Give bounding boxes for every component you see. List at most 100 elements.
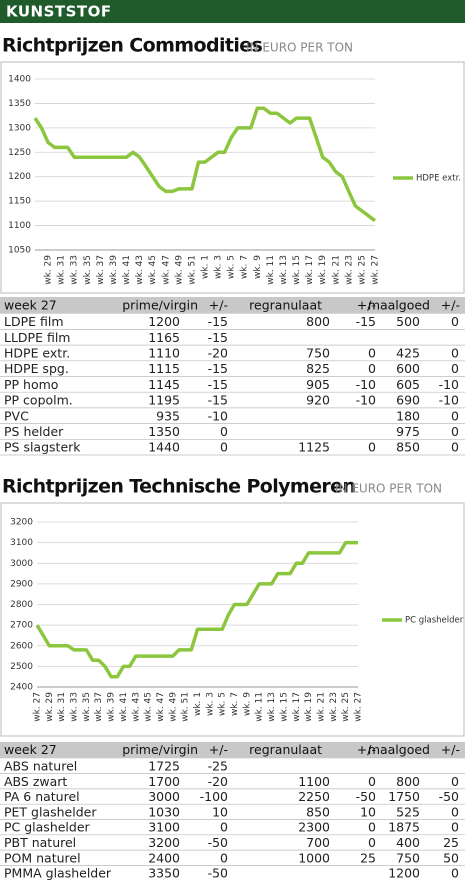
x-tick-label: wk. 49	[168, 692, 178, 722]
y-tick-label: 2900	[10, 579, 33, 589]
table-cell: 1440	[148, 440, 180, 455]
x-tick-label: wk. 3	[214, 255, 224, 279]
x-tick-label: wk. 15	[279, 692, 289, 722]
table-cell: PS helder	[4, 424, 64, 439]
column-header: prime/virgin	[122, 742, 198, 757]
table-cell: -15	[208, 330, 228, 345]
x-tick-label: wk. 37	[96, 255, 106, 285]
table-cell: 2250	[298, 789, 330, 804]
x-tick-label: wk. 41	[122, 255, 132, 285]
table-cell: 800	[306, 314, 330, 329]
table-cell: 0	[451, 408, 459, 423]
y-tick-label: 2700	[10, 621, 33, 631]
x-tick-label: wk. 33	[70, 255, 80, 285]
x-tick-label: wk. 49	[174, 255, 184, 285]
x-tick-label: wk. 13	[279, 255, 289, 285]
table-cell: LLDPE film	[4, 330, 71, 345]
x-tick-label: wk. 45	[148, 255, 158, 285]
x-tick-label: wk. 27	[371, 255, 381, 285]
table-cell: 935	[156, 408, 180, 423]
x-tick-label: wk. 21	[316, 692, 326, 722]
table-cell: 3100	[148, 820, 180, 835]
table-cell: -20	[208, 345, 228, 360]
table-cell: 50	[443, 850, 459, 865]
table-cell: 850	[306, 804, 330, 819]
table-cell: 600	[396, 361, 420, 376]
column-header: +/-	[441, 297, 460, 312]
y-tick-label: 1200	[8, 172, 31, 182]
column-header: prime/virgin	[122, 297, 198, 312]
table-header-bg	[0, 297, 465, 314]
y-tick-label: 1250	[8, 148, 31, 158]
table-cell: -10	[356, 377, 376, 392]
table-cell: 750	[396, 850, 420, 865]
table-cell: 1115	[148, 361, 180, 376]
y-tick-label: 2400	[10, 683, 33, 693]
table-cell: PVC	[4, 408, 29, 423]
column-header: maalgoed	[368, 742, 430, 757]
x-tick-label: wk. 13	[267, 692, 277, 722]
table-cell: PMMA glashelder	[4, 866, 112, 880]
x-tick-label: wk. 31	[57, 692, 67, 722]
table-cell: 800	[396, 774, 420, 789]
column-header: week 27	[4, 297, 57, 312]
table-cell: 400	[396, 835, 420, 850]
table-cell: 0	[451, 345, 459, 360]
x-tick-label: wk. 39	[107, 692, 117, 722]
table-cell: PC glashelder	[4, 820, 91, 835]
table-cell: 425	[396, 345, 420, 360]
table-cell: -10	[208, 408, 228, 423]
y-tick-label: 3100	[10, 538, 33, 548]
table-cell: 0	[451, 424, 459, 439]
legend-label: PC glashelder	[405, 616, 464, 626]
table-cell: 825	[306, 361, 330, 376]
table-cell: 0	[451, 361, 459, 376]
x-tick-label: wk. 35	[82, 692, 92, 722]
table-cell: -10	[439, 377, 459, 392]
table-cell: 1100	[298, 774, 330, 789]
x-tick-label: wk. 29	[44, 255, 54, 285]
line-series	[35, 540, 358, 679]
y-tick-label: 3000	[10, 559, 33, 569]
column-header: +/-	[357, 297, 376, 312]
table-cell: 975	[396, 424, 420, 439]
header-bar	[0, 0, 465, 23]
x-tick-label: wk. 43	[135, 255, 145, 285]
header: KUNSTSTOF	[6, 3, 112, 21]
legend-label: HDPE extr.	[416, 174, 461, 184]
section-unit: IN EURO PER TON	[335, 482, 442, 496]
y-tick-label: 1300	[8, 123, 31, 133]
x-tick-label: wk. 17	[292, 692, 302, 722]
table-cell: 750	[306, 345, 330, 360]
table-cell: 2400	[148, 850, 180, 865]
x-tick-label: wk. 7	[230, 692, 240, 716]
section-title: Richtprijzen Commodities	[2, 35, 263, 57]
table-cell: 605	[396, 377, 420, 392]
table-cell: 0	[368, 361, 376, 376]
x-tick-label: wk. 47	[156, 692, 166, 722]
table-cell: 1125	[298, 440, 330, 455]
table-cell: 1030	[148, 804, 180, 819]
x-tick-label: wk. 47	[161, 255, 171, 285]
table-cell: 1700	[148, 774, 180, 789]
x-tick-label: wk. 25	[341, 692, 351, 722]
table-cell: 0	[451, 820, 459, 835]
table-cell: 25	[443, 835, 459, 850]
table-cell: 1875	[388, 820, 420, 835]
column-header: +/-	[441, 742, 460, 757]
table-cell: -50	[208, 835, 228, 850]
table-cell: 0	[220, 850, 228, 865]
table-cell: 0	[451, 774, 459, 789]
chart-frame	[0, 61, 465, 294]
table-cell: 1165	[148, 330, 180, 345]
x-tick-label: wk. 51	[187, 255, 197, 285]
x-tick-label: wk. 29	[45, 692, 55, 722]
table-cell: POM naturel	[4, 850, 81, 865]
x-tick-label: wk. 9	[253, 255, 263, 279]
x-tick-label: wk. 31	[57, 255, 67, 285]
table-cell: PP copolm.	[4, 393, 73, 408]
x-tick-label: wk. 1	[193, 692, 203, 716]
x-tick-label: wk. 43	[131, 692, 141, 722]
table-cell: 850	[396, 440, 420, 455]
